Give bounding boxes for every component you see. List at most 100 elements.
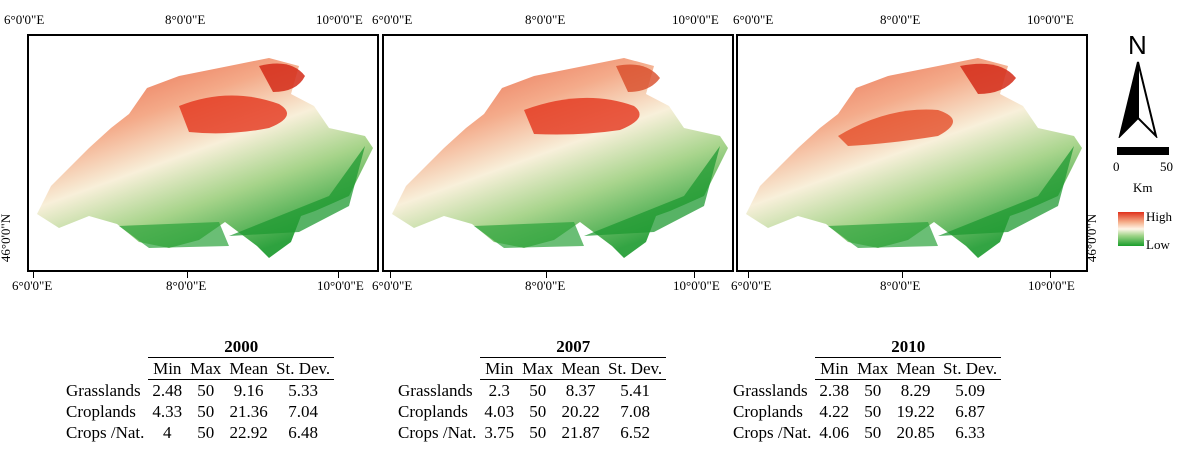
table-cell: 4.03	[484, 402, 515, 421]
tick-mark	[748, 272, 749, 278]
table-row: Grasslands 2.48 50 9.16 5.33	[66, 380, 334, 402]
table-cell: 6.33	[955, 423, 985, 442]
table-cell	[66, 358, 148, 380]
col-min: Min	[480, 357, 519, 380]
table-cell: 8.29	[900, 381, 931, 400]
col-stdev: St. Dev.	[604, 357, 667, 380]
north-label: N	[1128, 30, 1147, 60]
table-row: Croplands 4.33 50 21.36 7.04	[66, 401, 334, 422]
table-cell: 5.09	[955, 381, 985, 400]
coord-top-8e-panel3: 8°0'0"E	[880, 12, 921, 27]
north-arrow-icon	[1118, 61, 1158, 138]
table-cell: 4.22	[819, 402, 850, 421]
coord-top-10e-panel1: 10°0'0"E	[316, 12, 363, 27]
table-cell: 4	[163, 423, 172, 442]
table-cell: 50	[197, 423, 215, 442]
coord-top-10e-panel3: 10°0'0"E	[1027, 12, 1074, 27]
table-cell: 2.48	[152, 381, 183, 400]
stats-table-2000: 2000 Min Max Mean St. Dev. Grasslands 2.4…	[66, 336, 335, 443]
switzerland-map-2007	[392, 58, 728, 258]
table-cell: 9.16	[233, 381, 264, 400]
coord-bottom-6e-panel3: 6°0'0"E	[731, 278, 772, 293]
table-cell	[398, 336, 480, 358]
col-mean: Mean	[557, 357, 605, 380]
table-cell: 19.22	[896, 402, 935, 421]
coord-bottom-10e-panel3: 10°0'0"E	[1028, 278, 1075, 293]
col-mean: Mean	[225, 357, 273, 380]
table-cell: 50	[197, 381, 215, 400]
map-panel-2010	[736, 34, 1088, 272]
table-row: Crops /Nat. 4 50 22.92 6.48	[66, 422, 334, 443]
col-max: Max	[853, 357, 893, 380]
table-row: Crops /Nat. 4.06 50 20.85 6.33	[733, 422, 1001, 443]
coord-lat-left: 46°0'0"N	[0, 213, 14, 263]
col-min: Min	[815, 357, 854, 380]
legend-high: High	[1146, 209, 1172, 224]
col-max: Max	[186, 357, 226, 380]
table-row: Crops /Nat. 3.75 50 21.87 6.52	[398, 422, 666, 443]
table-cell: 21.87	[561, 423, 600, 442]
table-cell: 50	[529, 402, 547, 421]
coord-bottom-8e-panel1: 8°0'0"E	[166, 278, 207, 293]
tick-mark	[694, 272, 695, 278]
col-stdev: St. Dev.	[939, 357, 1002, 380]
coord-top-8e-panel1: 8°0'0"E	[165, 12, 206, 27]
table-cell: 20.85	[896, 423, 935, 442]
scale-bar	[1117, 147, 1169, 155]
table-cell: 2.3	[488, 381, 510, 400]
table-cell: 2.38	[819, 381, 850, 400]
tick-mark	[902, 272, 903, 278]
table-row: Grasslands 2.38 50 8.29 5.09	[733, 380, 1001, 402]
tick-mark	[33, 272, 34, 278]
table-cell	[733, 358, 815, 380]
col-min: Min	[148, 357, 187, 380]
switzerland-map-2000	[37, 58, 373, 258]
table-row: Grasslands 2.3 50 8.37 5.41	[398, 380, 666, 402]
stats-table-2010: 2010 Min Max Mean St. Dev. Grasslands 2.3…	[733, 336, 1002, 443]
col-stdev: St. Dev.	[272, 357, 335, 380]
coord-top-6e-panel3: 6°0'0"E	[733, 12, 774, 27]
table-cell: 8.37	[565, 381, 596, 400]
table-cell: 4.33	[152, 402, 183, 421]
coord-top-8e-panel2: 8°0'0"E	[525, 12, 566, 27]
coord-bottom-10e-panel1: 10°0'0"E	[317, 278, 364, 293]
table-year: 2010	[815, 336, 1002, 358]
table-cell	[398, 358, 480, 380]
table-row: Croplands 4.03 50 20.22 7.08	[398, 401, 666, 422]
tick-mark	[338, 272, 339, 278]
table-cell: 5.41	[620, 381, 650, 400]
tick-mark	[390, 272, 391, 278]
coord-bottom-6e-panel1: 6°0'0"E	[12, 278, 53, 293]
table-cell: 50	[864, 423, 882, 442]
legend-color-ramp	[1118, 212, 1144, 246]
coord-top-6e-panel2: 6°0'0"E	[372, 12, 413, 27]
table-cell: 50	[864, 381, 882, 400]
coord-bottom-8e-panel2: 8°0'0"E	[525, 278, 566, 293]
table-cell: 22.92	[229, 423, 268, 442]
table-cell: 6.48	[288, 423, 318, 442]
legend-low: Low	[1146, 237, 1170, 252]
tick-mark	[187, 272, 188, 278]
table-cell: 3.75	[484, 423, 515, 442]
table-cell: 50	[529, 381, 547, 400]
table-cell: 50	[864, 402, 882, 421]
map-panel-2000	[27, 34, 379, 272]
table-year: 2007	[480, 336, 667, 358]
col-mean: Mean	[892, 357, 940, 380]
table-cell: 50	[529, 423, 547, 442]
table-cell: 4.06	[819, 423, 850, 442]
table-cell: 7.04	[288, 402, 318, 421]
table-row: Croplands 4.22 50 19.22 6.87	[733, 401, 1001, 422]
switzerland-map-2010	[746, 58, 1082, 258]
tick-mark	[1050, 272, 1051, 278]
table-cell: 5.33	[288, 381, 318, 400]
table-cell: 6.52	[620, 423, 650, 442]
table-cell: 50	[197, 402, 215, 421]
scale-zero: 0	[1113, 159, 1120, 174]
col-max: Max	[518, 357, 558, 380]
table-cell: 20.22	[561, 402, 600, 421]
table-cell: 21.36	[229, 402, 268, 421]
table-cell	[733, 336, 815, 358]
coord-top-10e-panel2: 10°0'0"E	[672, 12, 719, 27]
table-cell: 7.08	[620, 402, 650, 421]
